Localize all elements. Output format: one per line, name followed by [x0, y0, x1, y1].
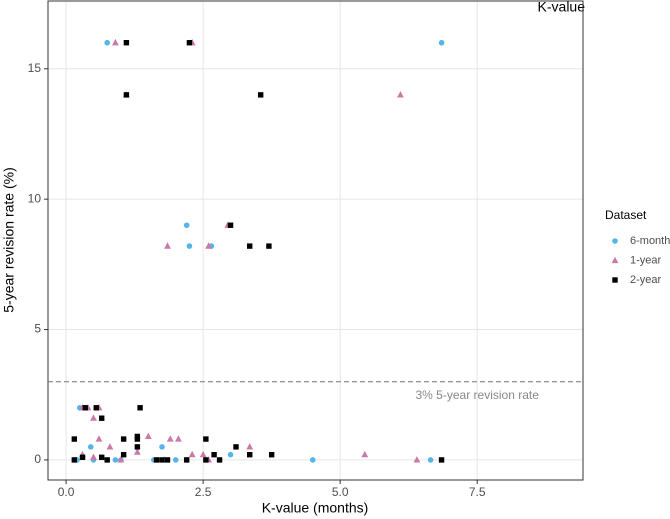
y-tick-label: 0 [34, 452, 41, 466]
data-point [99, 454, 105, 461]
data-point [247, 243, 253, 249]
data-point [71, 436, 78, 442]
data-point [183, 457, 190, 463]
legend-marker [612, 238, 618, 244]
x-tick-label: 2.5 [195, 485, 212, 499]
legend-text: 6-month [630, 235, 670, 247]
data-point [257, 92, 264, 98]
data-point [413, 456, 421, 463]
data-point [123, 40, 130, 46]
legend-text: 1-year [630, 254, 662, 266]
data-point [203, 457, 209, 463]
data-point [120, 452, 127, 458]
data-point [137, 405, 143, 411]
data-point [123, 92, 130, 98]
data-point [90, 414, 97, 421]
data-point [211, 452, 217, 458]
data-point [99, 415, 105, 421]
data-point [120, 436, 127, 442]
data-point [227, 222, 234, 228]
data-point [175, 435, 182, 442]
data-point [82, 405, 88, 411]
data-point [227, 451, 234, 458]
x-tick-label: 0.0 [58, 485, 75, 499]
data-point [134, 444, 141, 450]
x-axis-title: K-value (months) [262, 500, 369, 516]
data-point [247, 452, 253, 458]
data-point [266, 243, 272, 249]
plot-border [47, 0, 584, 481]
x-tick-label: 7.5 [469, 485, 486, 499]
x-tick-label: 5.0 [332, 485, 349, 499]
data-point [309, 457, 316, 463]
data-point [361, 450, 369, 458]
y-tick-label: 15 [28, 61, 42, 75]
legend-marker [612, 277, 618, 283]
data-point [144, 432, 152, 440]
data-point [186, 40, 193, 46]
data-point [112, 457, 119, 463]
data-point [104, 457, 110, 463]
data-point [117, 456, 125, 463]
data-point [133, 448, 141, 455]
legend-title: Dataset [605, 208, 647, 222]
data-point [153, 457, 160, 463]
data-point [438, 457, 445, 463]
y-tick-label: 5 [34, 322, 41, 336]
data-point [188, 450, 196, 458]
data-point [159, 444, 165, 450]
data-point [397, 91, 404, 98]
data-point [427, 457, 434, 463]
data-point [95, 435, 103, 442]
y-tick-label: 10 [28, 191, 42, 205]
data-point [233, 444, 239, 450]
data-point [172, 457, 179, 463]
data-point [87, 444, 94, 450]
data-point [216, 457, 223, 463]
data-point [134, 433, 141, 440]
legend-marker [611, 256, 619, 264]
chart-title: K-value [538, 0, 586, 15]
data-point [183, 222, 190, 229]
data-point [164, 242, 171, 249]
data-point [203, 436, 209, 442]
data-point [71, 457, 78, 463]
data-point [112, 38, 119, 46]
legend-text: 2-year [630, 274, 662, 286]
data-point [246, 443, 254, 450]
reference-label: 3% 5-year revision rate [416, 388, 540, 402]
data-point [438, 39, 445, 46]
data-point [205, 242, 213, 249]
data-point [90, 453, 97, 460]
y-axis-title: 5-year revision rate (%) [1, 167, 17, 313]
data-point [186, 243, 193, 249]
data-point [159, 457, 165, 463]
data-point [268, 452, 275, 458]
data-point [166, 435, 174, 442]
data-point [93, 405, 99, 411]
data-point [199, 450, 207, 458]
data-point [104, 39, 111, 46]
data-point [106, 443, 114, 450]
data-point [79, 454, 86, 461]
data-point [164, 457, 171, 463]
